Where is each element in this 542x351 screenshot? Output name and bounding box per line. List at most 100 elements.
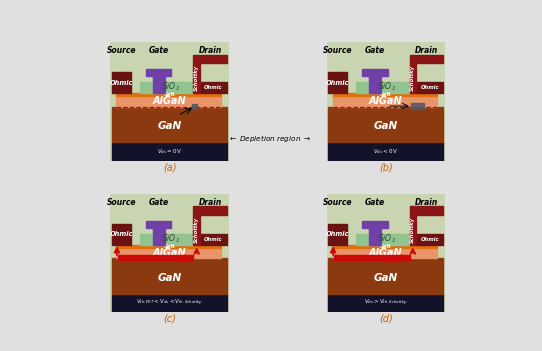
Bar	[193, 54, 227, 63]
Text: Gate: Gate	[149, 198, 169, 207]
Bar	[117, 248, 221, 258]
Bar	[221, 258, 227, 294]
Bar	[332, 96, 437, 107]
Bar	[146, 220, 171, 228]
Bar	[362, 69, 388, 77]
Bar	[152, 74, 165, 93]
Bar	[118, 256, 193, 260]
Text: Schottky: Schottky	[194, 217, 199, 243]
Text: Source: Source	[323, 198, 352, 207]
Bar	[369, 74, 381, 93]
Bar	[221, 82, 227, 93]
Bar	[112, 72, 131, 93]
Text: Source: Source	[323, 46, 352, 55]
Bar	[437, 258, 443, 294]
Text: $V_{th.FET} < V_{ds} < V_{th.Schottky}$: $V_{th.FET} < V_{ds} < V_{th.Schottky}$	[136, 298, 203, 308]
Text: GaN: GaN	[374, 273, 398, 283]
Bar	[200, 233, 227, 245]
Text: SiO$_2$: SiO$_2$	[162, 232, 180, 245]
Text: $e^-$: $e^-$	[390, 259, 398, 267]
Text: Drain: Drain	[415, 46, 438, 55]
Bar	[146, 69, 171, 77]
Text: Ohmic: Ohmic	[326, 231, 349, 237]
Bar	[332, 107, 437, 142]
Text: Ohmic: Ohmic	[204, 85, 223, 90]
Text: (c): (c)	[163, 314, 176, 324]
Bar	[117, 245, 221, 248]
Text: $V_{ds} < 0\, \mathrm{V}$: $V_{ds} < 0\, \mathrm{V}$	[373, 147, 398, 156]
Text: AlGaN: AlGaN	[369, 97, 403, 106]
Bar	[221, 233, 227, 245]
Text: Ohmic: Ohmic	[109, 231, 133, 237]
Bar	[328, 142, 443, 161]
Text: AlGaN: AlGaN	[153, 248, 186, 258]
Text: Gate: Gate	[365, 46, 385, 55]
Bar	[117, 258, 221, 294]
Bar	[221, 107, 227, 142]
Bar	[112, 142, 227, 161]
Bar	[200, 82, 227, 93]
Text: AlGaN: AlGaN	[153, 97, 186, 106]
Bar	[328, 82, 332, 93]
Text: GaN: GaN	[380, 92, 392, 97]
Bar	[193, 214, 200, 245]
Text: GaN: GaN	[164, 244, 176, 249]
Bar	[437, 233, 443, 245]
Text: Drain: Drain	[199, 198, 222, 207]
Bar	[356, 82, 410, 93]
Bar	[410, 63, 416, 93]
Bar	[112, 258, 117, 294]
Bar	[328, 224, 347, 245]
Bar	[410, 54, 443, 63]
Text: $V_{ds} > V_{th.Schottky}$: $V_{ds} > V_{th.Schottky}$	[364, 298, 408, 308]
Bar	[411, 103, 424, 109]
Bar	[410, 206, 443, 214]
Bar	[332, 258, 437, 294]
Text: GaN: GaN	[374, 121, 398, 131]
Bar	[117, 96, 221, 107]
Bar	[332, 248, 437, 258]
Bar	[416, 82, 443, 93]
Bar	[117, 107, 221, 142]
Bar	[437, 107, 443, 142]
Bar	[362, 220, 388, 228]
Bar	[416, 233, 443, 245]
Text: Drain: Drain	[199, 46, 222, 55]
Bar	[192, 105, 197, 109]
Bar	[328, 72, 347, 93]
Text: Gate: Gate	[149, 46, 169, 55]
Text: Ohmic: Ohmic	[326, 80, 349, 86]
Bar	[152, 226, 165, 245]
Bar	[112, 82, 117, 93]
Text: Ohmic: Ohmic	[204, 237, 223, 242]
Text: Schottky: Schottky	[410, 217, 415, 243]
Bar	[117, 93, 221, 96]
Text: (b): (b)	[379, 162, 393, 172]
Bar	[112, 224, 131, 245]
Text: Drain: Drain	[415, 198, 438, 207]
Bar	[410, 214, 416, 245]
Text: SiO$_2$: SiO$_2$	[378, 81, 396, 93]
Bar	[140, 233, 193, 245]
Text: (a): (a)	[163, 162, 177, 172]
Text: $e^-$: $e^-$	[395, 259, 403, 267]
Bar	[328, 294, 443, 312]
Text: GaN: GaN	[158, 273, 182, 283]
Text: $e^-$: $e^-$	[385, 259, 393, 267]
Text: AlGaN: AlGaN	[369, 248, 403, 258]
Text: Source: Source	[107, 46, 136, 55]
Bar	[140, 82, 193, 93]
Text: $e^-$: $e^-$	[179, 259, 188, 267]
Bar	[112, 107, 117, 142]
Text: Schottky: Schottky	[410, 65, 415, 91]
Text: Source: Source	[107, 198, 136, 207]
Text: SiO$_2$: SiO$_2$	[378, 232, 396, 245]
Bar	[112, 294, 227, 312]
Text: (d): (d)	[379, 314, 393, 324]
Text: $e^-$: $e^-$	[184, 259, 192, 267]
Text: $V_{ds} = 0\,\mathrm{V}$: $V_{ds} = 0\,\mathrm{V}$	[157, 147, 182, 156]
Bar	[193, 206, 227, 214]
Bar	[193, 63, 200, 93]
Bar	[328, 107, 332, 142]
Bar	[332, 245, 437, 248]
